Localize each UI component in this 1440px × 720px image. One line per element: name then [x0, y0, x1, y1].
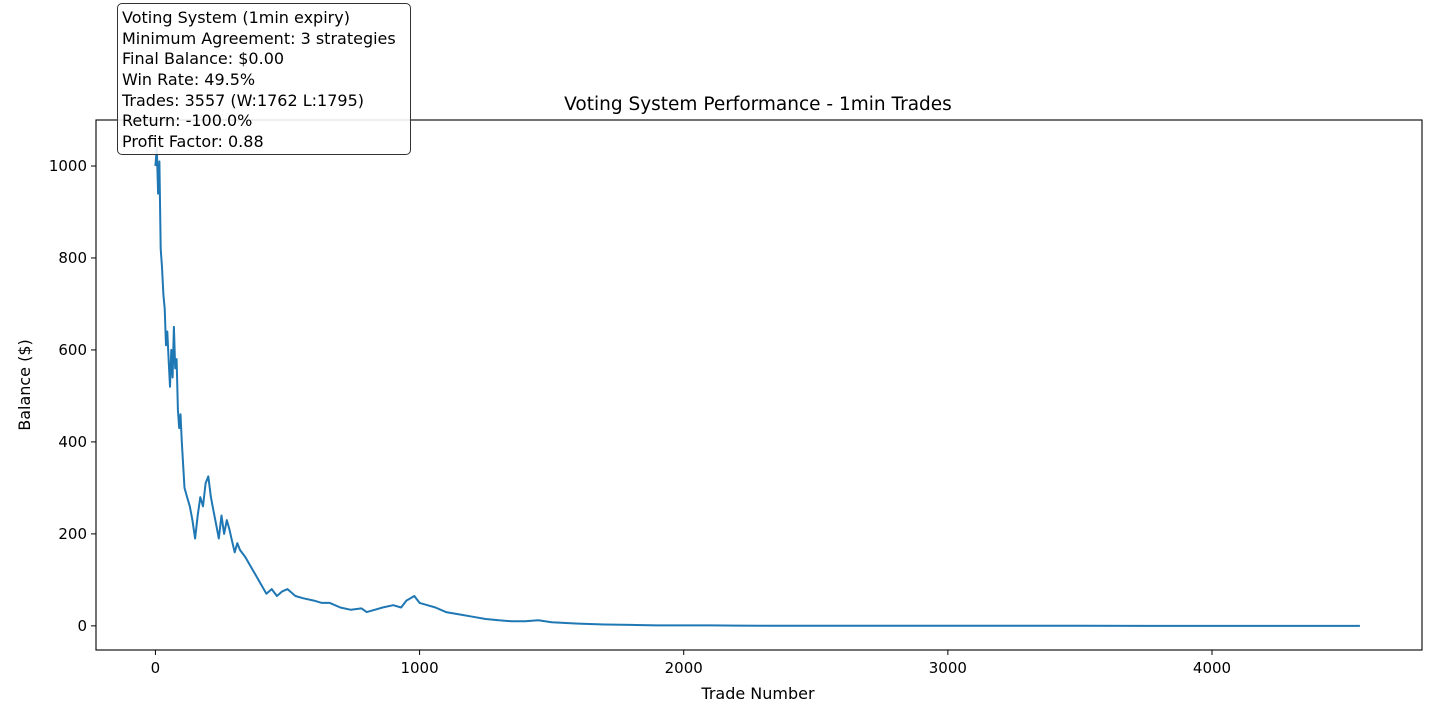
y-tick-label: 1000	[49, 157, 87, 175]
annotation-line: Trades: 3557 (W:1762 L:1795)	[122, 90, 365, 110]
annotation-line: Win Rate: 49.5%	[122, 70, 256, 90]
x-tick-label: 0	[151, 659, 161, 677]
x-axis-label: Trade Number	[700, 684, 815, 703]
y-tick-label: 800	[58, 249, 87, 267]
annotation-line: Minimum Agreement: 3 strategies	[122, 28, 396, 48]
annotation-line: Final Balance: $0.00	[122, 49, 285, 69]
x-tick-label: 2000	[665, 659, 703, 677]
y-tick-label: 200	[58, 525, 87, 543]
series-line-0	[154, 146, 1360, 627]
annotation-line: Voting System (1min expiry)	[122, 8, 350, 27]
x-tick-label: 3000	[929, 659, 967, 677]
chart-title: Voting System Performance - 1min Trades	[564, 94, 952, 115]
y-tick-label: 600	[58, 341, 87, 359]
y-axis-label: Balance ($)	[15, 339, 34, 431]
x-tick-label: 4000	[1193, 659, 1231, 677]
stats-annotation-box: Voting System (1min expiry) Minimum Agre…	[117, 3, 411, 155]
annotation-line: Profit Factor: 0.88	[122, 132, 264, 152]
plot-frame	[95, 119, 1423, 651]
y-tick-label: 0	[77, 617, 87, 635]
x-tick-label: 1000	[400, 659, 438, 677]
y-tick-label: 400	[58, 433, 87, 451]
annotation-line: Return: -100.0%	[122, 111, 253, 131]
